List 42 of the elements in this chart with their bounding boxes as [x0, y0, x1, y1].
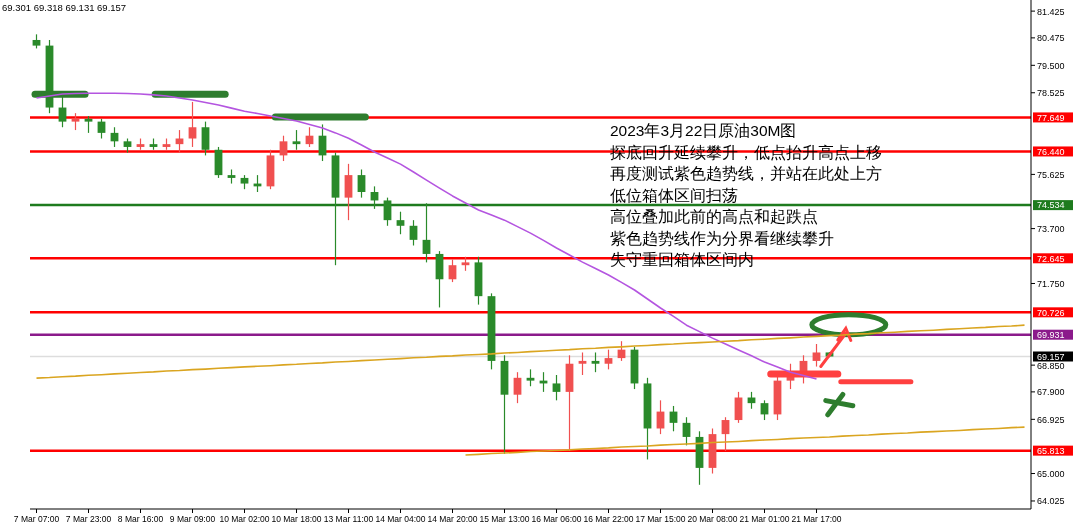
ref-line-label: 74.534 — [1037, 200, 1065, 211]
ref-line-label: 77.649 — [1037, 112, 1065, 123]
x-tick-label: 8 Mar 16:00 — [117, 514, 164, 524]
x-tick-label: 16 Mar 22:00 — [583, 514, 634, 524]
y-tick-label: 65.000 — [1037, 469, 1065, 480]
y-tick-label: 79.500 — [1037, 60, 1065, 71]
y-tick-label: 71.750 — [1037, 279, 1065, 289]
annotation: 低位箱体区间扫荡 — [610, 186, 738, 204]
y-tick-label: 67.900 — [1037, 387, 1065, 398]
x-tick-label: 21 Mar 17:00 — [791, 514, 842, 524]
ref-line-label: 72.645 — [1037, 253, 1065, 264]
ref-line-label: 70.726 — [1037, 307, 1065, 318]
y-tick-label: 68.850 — [1037, 360, 1065, 371]
ref-line-label: 76.440 — [1037, 146, 1065, 157]
y-tick-label: 75.625 — [1037, 169, 1065, 180]
x-tick-label: 7 Mar 07:00 — [13, 514, 60, 524]
x-tick-label: 10 Mar 18:00 — [271, 514, 322, 524]
x-tick-label: 15 Mar 13:00 — [479, 514, 530, 524]
x-tick-label: 17 Mar 15:00 — [635, 514, 686, 524]
ref-line-label: 65.813 — [1037, 445, 1065, 456]
x-tick-label: 14 Mar 20:00 — [427, 514, 478, 524]
x-tick-label: 16 Mar 06:00 — [531, 514, 582, 524]
annotation: 2023年3月22日原油30M图 — [610, 122, 797, 139]
x-tick-label: 10 Mar 02:00 — [219, 514, 270, 524]
y-tick-label: 73.700 — [1037, 224, 1065, 235]
x-tick-label: 7 Mar 23:00 — [65, 514, 112, 524]
y-tick-label: 81.425 — [1037, 6, 1065, 17]
ref-line-label: 69.157 — [1037, 351, 1065, 362]
annotation: 紫色趋势线作为分界看继续攀升 — [610, 229, 834, 247]
annotation: 再度测试紫色趋势线，并站在此处上方 — [610, 165, 882, 182]
y-tick-label: 66.925 — [1037, 414, 1065, 425]
y-tick-label: 78.525 — [1037, 88, 1065, 99]
x-tick-label: 20 Mar 08:00 — [687, 514, 738, 524]
x-tick-label: 21 Mar 01:00 — [739, 514, 790, 524]
ref-line-label: 69.931 — [1037, 329, 1065, 340]
y-tick-label: 80.475 — [1037, 33, 1065, 44]
y-tick-label: 64.025 — [1037, 496, 1065, 507]
x-tick-label: 13 Mar 11:00 — [323, 514, 374, 524]
x-tick-label: 9 Mar 09:00 — [169, 514, 216, 524]
x-tick-label: 14 Mar 04:00 — [375, 514, 426, 524]
annotation: 69.301 69.318 69.131 69.157 — [2, 2, 127, 13]
annotation: 高位叠加此前的高点和起跌点 — [610, 208, 818, 225]
